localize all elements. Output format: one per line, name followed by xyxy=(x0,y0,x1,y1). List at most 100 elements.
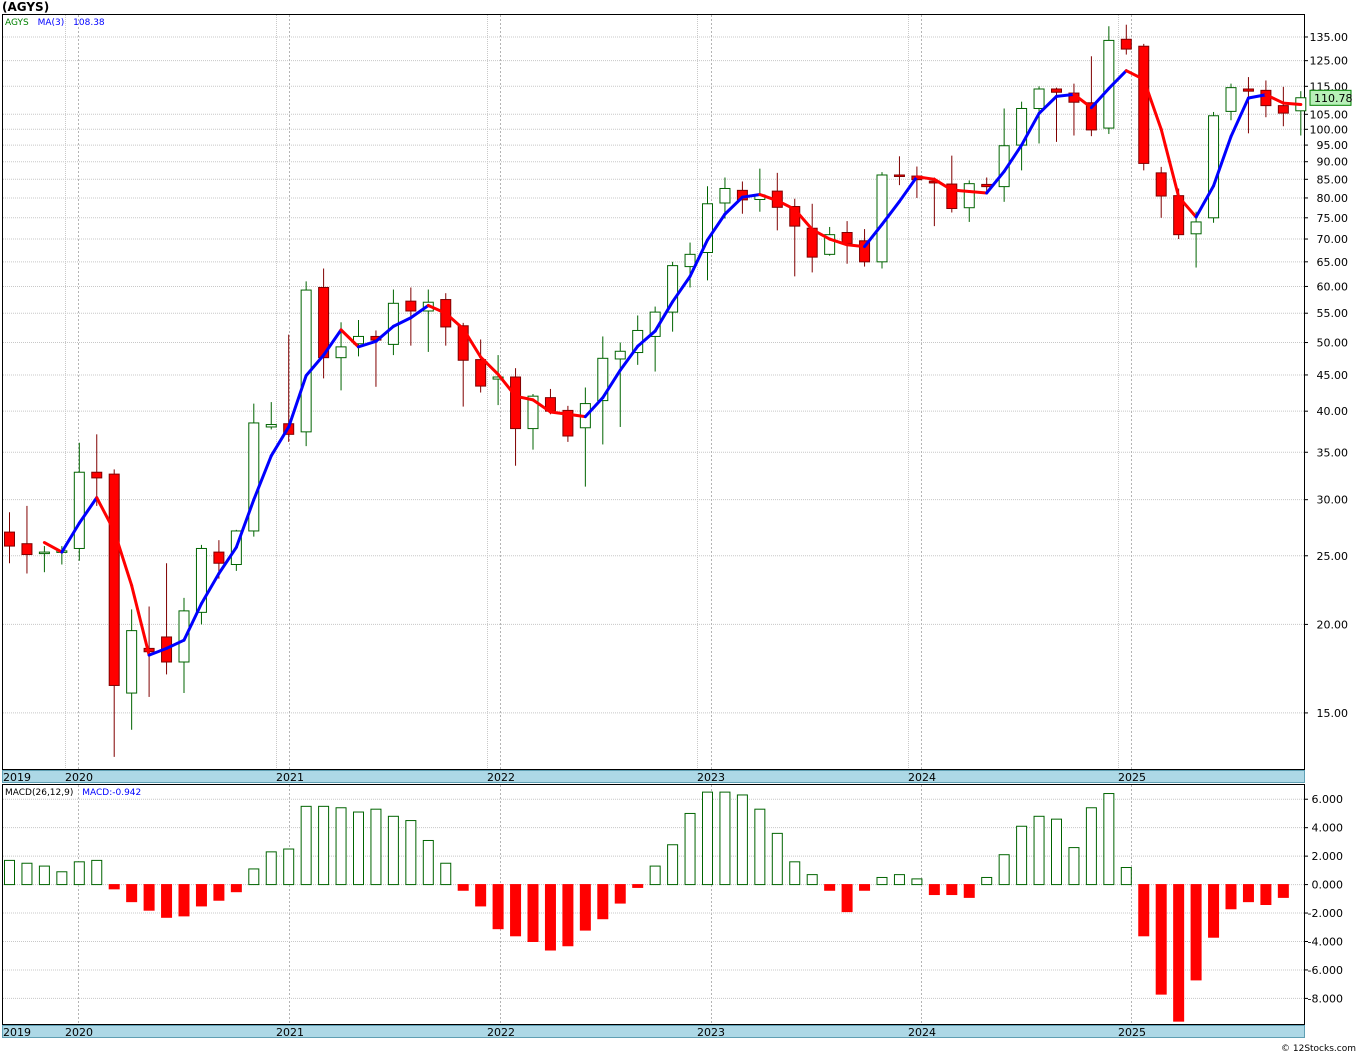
macd-bar xyxy=(893,874,905,886)
ma-segment xyxy=(548,410,570,416)
ma-segment xyxy=(287,374,308,429)
ma-segment xyxy=(1281,101,1303,106)
macd-bar xyxy=(684,812,696,886)
candle-body xyxy=(1155,172,1167,197)
macd-bar xyxy=(108,884,120,890)
price-year-label: 2024 xyxy=(908,771,936,784)
macd-y-axis: 6.000 4.000 2.000 0.000 -2.000 -4.000 -6.000 -8… xyxy=(1304,793,1343,1005)
ma-segment xyxy=(828,237,849,247)
candle xyxy=(335,322,347,391)
candle xyxy=(510,368,522,466)
price-tick-label: 45.00 xyxy=(1317,369,1349,382)
macd-bar xyxy=(56,871,68,886)
candle-body xyxy=(824,234,836,255)
candle xyxy=(492,355,504,406)
candle-body xyxy=(859,240,871,263)
svg-text:AGYS MA(3) 108.38: AGYS MA(3) 108.38 xyxy=(5,18,105,28)
candle xyxy=(1085,56,1097,137)
macd-legend-label: MACD(26,12,9) xyxy=(5,788,73,798)
macd-bar xyxy=(806,874,818,886)
ma-segment xyxy=(496,372,518,398)
ma-segment xyxy=(810,228,832,241)
chart-title: (AGYS) xyxy=(2,0,49,14)
ma-segment xyxy=(461,327,483,359)
candle-body xyxy=(702,203,713,254)
macd-bar xyxy=(248,868,260,886)
ma-segment xyxy=(531,398,552,414)
candle xyxy=(1208,111,1220,223)
ma-segment xyxy=(1020,111,1041,147)
macd-bar xyxy=(1138,884,1150,937)
candle-body xyxy=(719,187,731,204)
macd-bar xyxy=(1103,793,1115,886)
macd-bar xyxy=(876,876,888,886)
macd-bar xyxy=(440,862,452,886)
ma-segment xyxy=(1002,143,1024,173)
candle-body xyxy=(684,253,696,268)
ma-segment xyxy=(723,195,744,216)
candle-body xyxy=(614,350,626,360)
candle xyxy=(614,342,626,427)
macd-bar xyxy=(38,865,50,886)
macd-bar xyxy=(754,808,766,886)
ma-segment xyxy=(1246,93,1268,100)
candle xyxy=(1103,26,1115,134)
candle-body xyxy=(1051,88,1062,93)
ma-segment xyxy=(426,303,448,315)
ma-segment xyxy=(897,175,919,203)
macd-bar xyxy=(771,832,783,886)
candle xyxy=(73,442,85,561)
macd-bar xyxy=(510,884,522,937)
last-price-box xyxy=(1309,89,1352,106)
candle-body xyxy=(108,473,120,686)
ma-segment xyxy=(1072,92,1093,110)
candle xyxy=(126,609,138,730)
macd-bar xyxy=(1033,815,1045,886)
ma-segment xyxy=(1037,94,1058,115)
macd-bar xyxy=(213,884,225,901)
ma-segment xyxy=(967,189,989,195)
macd-bar xyxy=(91,859,103,886)
macd-bar xyxy=(178,884,190,917)
candle xyxy=(684,242,696,288)
macd-year-label: 2024 xyxy=(908,1026,936,1039)
candle-body xyxy=(73,471,85,549)
candle-body xyxy=(841,232,853,244)
candle xyxy=(4,512,15,564)
ma-segment xyxy=(1212,134,1233,188)
macd-bar xyxy=(318,805,330,886)
ma-segment xyxy=(269,425,291,458)
ma-segment xyxy=(1159,127,1181,199)
macd-bar xyxy=(265,851,277,886)
price-year-label: 2019 xyxy=(3,771,31,784)
legend-ma: MA(3) xyxy=(38,18,65,28)
macd-year-label: 2025 xyxy=(1118,1026,1146,1039)
macd-bar xyxy=(1120,867,1132,886)
candle-body xyxy=(562,409,574,437)
ma-segment xyxy=(322,328,343,357)
candle xyxy=(1155,166,1167,218)
macd-bar xyxy=(1260,884,1272,905)
macd-tick-label: -4.000 xyxy=(1308,935,1343,948)
legend-symbol: AGYS xyxy=(5,18,29,28)
candle xyxy=(457,322,469,407)
macd-year-label: 2023 xyxy=(697,1026,725,1039)
macd-bar xyxy=(1068,847,1080,886)
price-tick-label: 105.00 xyxy=(1310,108,1349,121)
ma-segment xyxy=(147,646,169,657)
macd-bar xyxy=(4,859,15,886)
macd-bar xyxy=(422,839,434,886)
legend-ma-value: 108.38 xyxy=(73,18,105,28)
ma-segment xyxy=(217,545,238,575)
candle xyxy=(108,469,120,757)
macd-bar xyxy=(1277,884,1289,898)
candle-body xyxy=(527,395,539,430)
macd-bar xyxy=(126,884,138,903)
candle-body xyxy=(38,551,50,555)
macd-bar xyxy=(1085,807,1097,886)
macd-bar xyxy=(946,884,958,896)
ma-segment xyxy=(671,274,692,304)
ma-segment xyxy=(1142,77,1163,131)
macd-year-label: 2019 xyxy=(3,1026,31,1039)
price-year-label: 2021 xyxy=(276,771,304,784)
